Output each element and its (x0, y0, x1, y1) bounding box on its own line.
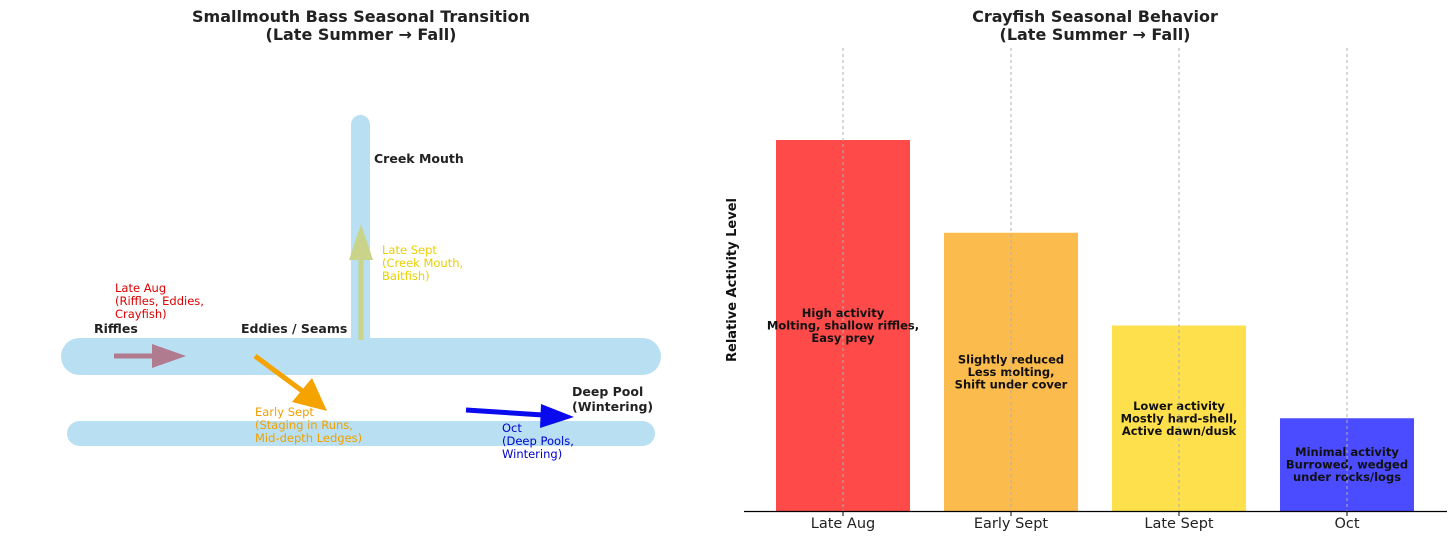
note-late-sept: Late Sept (Creek Mouth, Baitfish) (382, 243, 463, 283)
note-oct-line: (Deep Pools, (502, 434, 574, 448)
diagram-subtitle: (Late Summer → Fall) (266, 25, 457, 44)
arrow-oct (465, 404, 574, 428)
bar-label: Active dawn/dusk (1122, 424, 1237, 438)
arrow-late-aug (114, 344, 186, 368)
arrow-early-sept (253, 353, 327, 411)
note-late-aug-line: Late Aug (115, 281, 166, 295)
lower-channel (67, 421, 655, 446)
bar-chart-panel: Crayfish Seasonal Behavior (Late Summer … (725, 7, 1447, 532)
location-riffles: Riffles (94, 321, 138, 336)
location-eddies-seams: Eddies / Seams (241, 321, 347, 336)
x-tick-label: Late Sept (1144, 516, 1214, 532)
note-late-sept-line: (Creek Mouth, (382, 256, 463, 270)
diagram-panel: Smallmouth Bass Seasonal Transition (Lat… (61, 7, 661, 461)
bar-label: Less molting, (968, 365, 1055, 379)
y-axis-label: Relative Activity Level (725, 198, 740, 362)
note-late-aug-line: (Riffles, Eddies, (115, 294, 204, 308)
note-early-sept-line: Early Sept (255, 405, 314, 419)
note-late-sept-line: Baitfish) (382, 269, 430, 283)
note-late-aug-line: Crayfish) (115, 307, 167, 321)
location-deep-pool: Deep Pool (572, 384, 643, 399)
x-tick-label: Early Sept (974, 516, 1049, 532)
x-tick-label: Late Aug (811, 516, 876, 532)
location-creek-mouth: Creek Mouth (374, 151, 464, 166)
bar-label: Mostly hard-shell, (1121, 411, 1238, 425)
note-oct-line: Oct (502, 421, 522, 435)
bar-label: Slightly reduced (958, 352, 1064, 366)
arrow-late-sept (349, 224, 373, 340)
note-oct-line: Wintering) (502, 447, 562, 461)
bar-label: under rocks/logs (1293, 470, 1401, 484)
location-deep-pool-sub: (Wintering) (572, 399, 653, 414)
bar-label: Lower activity (1133, 399, 1225, 413)
note-late-sept-line: Late Sept (382, 243, 437, 257)
bar-chart-title: Crayfish Seasonal Behavior (972, 7, 1218, 26)
x-tick-label: Oct (1334, 516, 1359, 532)
note-early-sept-line: Mid-depth Ledges) (255, 431, 362, 445)
bar-chart-subtitle: (Late Summer → Fall) (1000, 25, 1191, 44)
diagram-title: Smallmouth Bass Seasonal Transition (192, 7, 530, 26)
note-oct: Oct (Deep Pools, Wintering) (502, 421, 574, 461)
note-early-sept-line: (Staging in Runs, (255, 418, 353, 432)
note-late-aug: Late Aug (Riffles, Eddies, Crayfish) (115, 281, 204, 321)
note-early-sept: Early Sept (Staging in Runs, Mid-depth L… (255, 405, 362, 445)
